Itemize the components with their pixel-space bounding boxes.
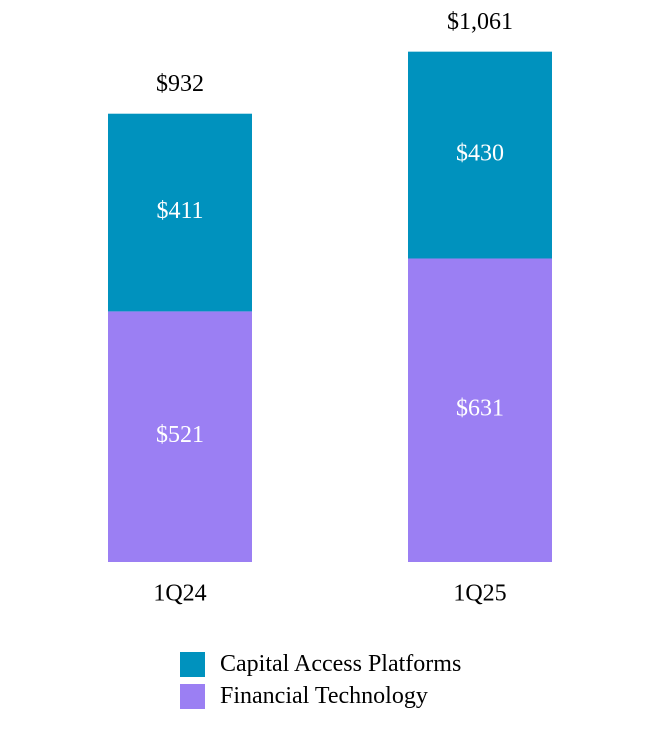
segment-label-financial-technology-1q24: $521 [156,422,204,448]
category-label-1q24: 1Q24 [153,581,206,607]
category-label-1q25: 1Q25 [453,581,506,607]
total-label-1q25: $1,061 [447,9,513,35]
segment-labels-group: $521 $411 $631 $430 [156,141,504,449]
legend-label-capital-access-platforms: Capital Access Platforms [220,650,462,677]
legend-swatch-capital-access-platforms [180,651,205,677]
total-label-1q24: $932 [156,71,204,97]
category-labels-group: 1Q24 1Q25 [153,581,506,607]
legend: Capital Access Platforms Financial Techn… [180,648,461,712]
legend-label-financial-technology: Financial Technology [220,682,428,709]
legend-item-financial-technology: Financial Technology [180,680,461,712]
bar-segment-capital-access-platforms-1q25 [408,51,552,259]
bar-segment-capital-access-platforms-1q24 [108,113,252,312]
bar-segment-financial-technology-1q25 [408,258,552,562]
bars-group [108,51,552,562]
bar-segment-financial-technology-1q24 [108,311,252,562]
total-labels-group: $932 $1,061 [156,9,513,97]
segment-label-capital-access-platforms-1q25: $430 [456,141,504,167]
segment-label-capital-access-platforms-1q24: $411 [156,198,203,224]
segment-label-financial-technology-1q25: $631 [456,396,504,422]
legend-item-capital-access-platforms: Capital Access Platforms [180,648,461,680]
legend-swatch-financial-technology [180,683,205,709]
